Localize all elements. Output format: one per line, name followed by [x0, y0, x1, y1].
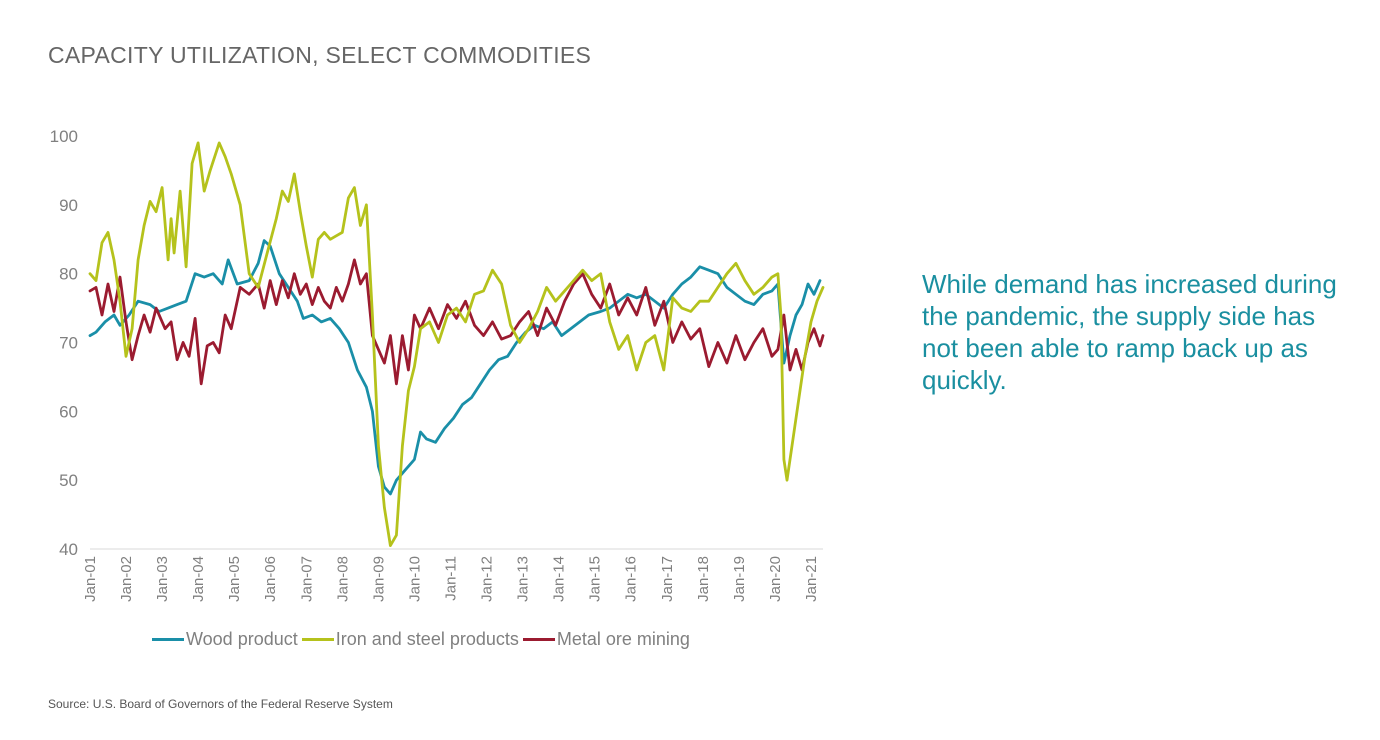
x-tick-label: Jan-14 [551, 556, 568, 602]
chart-title: CAPACITY UTILIZATION, SELECT COMMODITIES [48, 42, 592, 68]
x-tick-label: Jan-01 [82, 556, 99, 602]
y-tick-label: 60 [59, 402, 78, 421]
x-tick-label: Jan-02 [118, 556, 135, 602]
series-layer [88, 141, 825, 547]
y-tick-label: 70 [59, 334, 78, 353]
x-tick-label: Jan-21 [803, 556, 820, 602]
x-tick-label: Jan-10 [406, 556, 423, 602]
x-tick-label: Jan-12 [479, 556, 496, 602]
legend-item: Wood product [152, 629, 298, 650]
x-tick-label: Jan-19 [731, 556, 748, 602]
y-tick-label: 80 [59, 265, 78, 284]
legend-swatch [301, 637, 334, 641]
x-tick-label: Jan-16 [623, 556, 640, 602]
legend-item: Iron and steel products [301, 628, 519, 650]
x-axis: Jan-01 Jan-02 Jan-03 Jan-04 Jan-05 Jan-06 Jan-… [82, 548, 823, 602]
x-tick-label: Jan-03 [154, 556, 171, 602]
series-line-metal-ore-mining [88, 258, 825, 386]
x-tick-label: Jan-13 [515, 556, 532, 602]
y-axis: 40 50 60 70 80 90 100 [50, 127, 78, 559]
legend-label: Metal ore mining [556, 628, 690, 649]
chart-legend: Wood product Iron and steel products Metal… [152, 628, 694, 650]
x-tick-label: Jan-17 [659, 556, 676, 602]
callout-text: While demand has increased during the pa… [922, 269, 1337, 395]
legend-item: Metal ore mining [522, 628, 690, 650]
x-tick-label: Jan-15 [587, 556, 604, 602]
y-tick-label: 100 [50, 127, 78, 146]
x-tick-label: Jan-20 [767, 556, 784, 602]
legend-swatch [152, 637, 184, 641]
legend-label: Iron and steel products [335, 628, 519, 649]
y-tick-label: 90 [59, 196, 78, 215]
x-tick-label: Jan-04 [190, 556, 207, 602]
legend-label: Wood product [186, 628, 298, 649]
series-line-iron-and-steel-products [88, 141, 825, 547]
y-tick-label: 40 [59, 540, 78, 559]
x-tick-label: Jan-07 [298, 556, 315, 602]
y-tick-label: 50 [59, 471, 78, 490]
x-tick-label: Jan-06 [262, 556, 279, 602]
x-tick-label: Jan-11 [442, 556, 459, 601]
legend-swatch [522, 637, 555, 641]
x-tick-label: Jan-09 [370, 556, 387, 602]
x-tick-label: Jan-08 [334, 556, 351, 602]
x-tick-label: Jan-18 [695, 556, 712, 602]
series-line-wood-product [88, 239, 822, 496]
x-tick-label: Jan-05 [226, 556, 243, 602]
source-note: Source: U.S. Board of Governors of the F… [48, 697, 393, 711]
